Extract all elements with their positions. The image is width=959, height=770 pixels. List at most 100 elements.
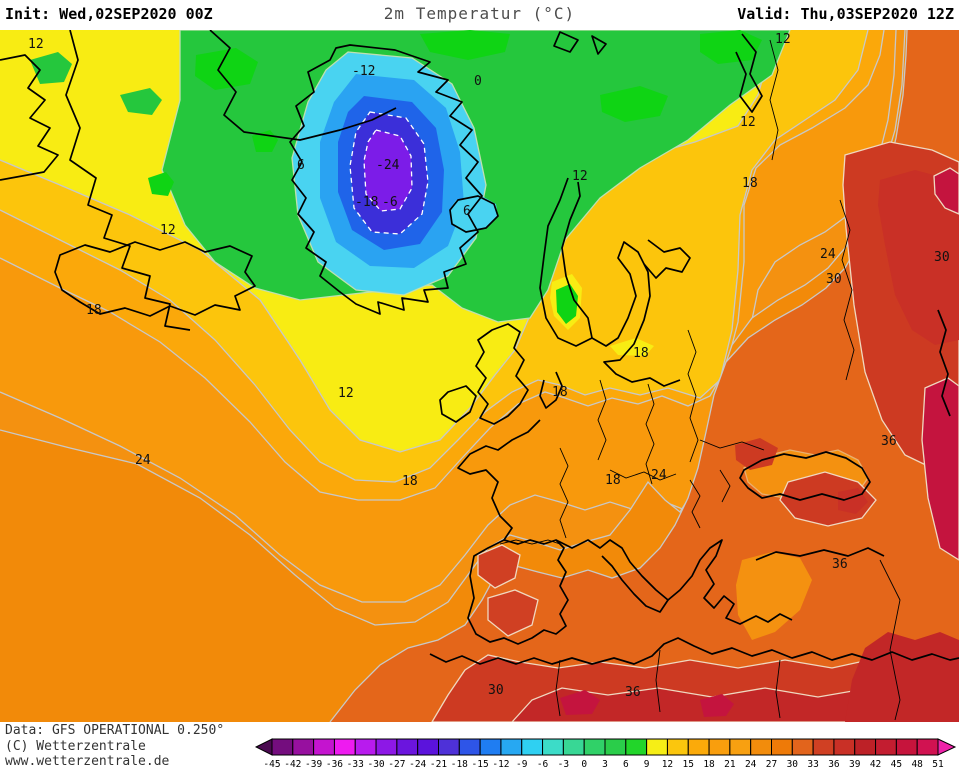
contour-label-20: 36 <box>625 685 641 700</box>
iberia-heat-1 <box>477 544 521 589</box>
coastline-hudson-shore <box>209 30 397 141</box>
contour-label-25: -12 <box>352 64 375 79</box>
green-patch-3 <box>600 86 668 122</box>
legend-tick--30: -30 <box>367 759 384 770</box>
page-title: 2m Temperatur (°C) <box>383 4 576 23</box>
legend-tick-51: 51 <box>932 759 944 770</box>
legend-tick--45: -45 <box>263 759 280 770</box>
legend-segment--3 <box>562 738 585 756</box>
border-line-12 <box>655 649 661 713</box>
coastline-svalbard-2 <box>591 35 607 55</box>
contour-label-1: 12 <box>160 223 176 238</box>
contour-label-14: 24 <box>820 247 836 262</box>
legend-tick--9: -9 <box>516 759 528 770</box>
legend-tick-9: 9 <box>644 759 650 770</box>
legend-segment--39 <box>313 738 335 756</box>
legend-tick-27: 27 <box>766 759 777 770</box>
temperature-map: 12 12 12 12 12 12 18 18 18 18 18 18 24 24 24 30 30 30 36 36… <box>0 30 959 723</box>
coastline-novaya-zemlya <box>735 33 763 113</box>
credits-block: Data: GFS OPERATIONAL 0.250° (C) Wetterz… <box>5 723 224 770</box>
legend-segment--36 <box>333 738 356 756</box>
legend-segment-6 <box>625 738 648 756</box>
green-patch-2 <box>420 30 510 60</box>
sahara-crimson-1 <box>560 690 600 715</box>
contour-label-18: 36 <box>881 434 897 449</box>
aegean-cool <box>736 552 812 640</box>
green-patch-5 <box>148 172 174 196</box>
legend-tick-45: 45 <box>891 759 902 770</box>
legend-tick-12: 12 <box>662 759 673 770</box>
contour-label-16: 30 <box>934 250 950 265</box>
coastline-norway-coast <box>539 177 593 347</box>
right-edge-crimson <box>921 377 959 561</box>
coastline-baffin-inlets <box>0 54 59 181</box>
legend-arrow-left <box>255 738 273 756</box>
legend-tick-15: 15 <box>683 759 694 770</box>
border-line-0 <box>499 539 561 545</box>
legend-tick-0: 0 <box>581 759 587 770</box>
legend-segment--21 <box>438 738 460 756</box>
coastline-caspian-edge <box>937 309 951 417</box>
legend-segment-18 <box>708 738 731 756</box>
legend-segment-21 <box>729 738 752 756</box>
valid-time-label: Valid: Thu,03SEP2020 12Z <box>737 5 954 23</box>
legend-tick--27: -27 <box>388 759 405 770</box>
legend-tick--39: -39 <box>305 759 322 770</box>
legend-tick--12: -12 <box>492 759 509 770</box>
legend-segment--27 <box>396 738 419 756</box>
legend-tick-3: 3 <box>602 759 608 770</box>
contour-label-17: 30 <box>488 683 504 698</box>
contour-label-23: 0 <box>474 74 482 89</box>
contour-label-5: 12 <box>775 32 791 47</box>
legend-tick-24: 24 <box>745 759 757 770</box>
legend-tick-36: 36 <box>828 759 840 770</box>
contour-label-3: 12 <box>572 169 588 184</box>
legend-segment-33 <box>812 738 835 756</box>
contour-label-24: -6 <box>382 195 398 210</box>
green-patch-1 <box>195 48 258 90</box>
init-time-label: Init: Wed,02SEP2020 00Z <box>5 5 213 23</box>
border-line-9 <box>769 39 779 161</box>
band-15-18-contour <box>0 30 869 483</box>
band-27-30 <box>330 30 959 722</box>
coastline-north-africa-coast <box>429 637 959 665</box>
legend-segment--33 <box>354 738 377 756</box>
contour-label-15: 30 <box>826 272 842 287</box>
coastline-ireland <box>439 385 477 423</box>
band-18-21-contour <box>0 30 885 501</box>
border-line-5 <box>609 469 677 481</box>
green-patch-nw1 <box>30 52 72 84</box>
legend-segment-48 <box>916 738 939 756</box>
coastline-greenland-outline <box>289 44 483 315</box>
legend-segment--30 <box>375 738 398 756</box>
legend-segment-45 <box>895 738 918 756</box>
contour-label-0: 12 <box>28 37 44 52</box>
border-line-1 <box>559 447 569 539</box>
legend-tick--15: -15 <box>472 759 489 770</box>
legend-segment-9 <box>646 738 668 756</box>
coastline-great-britain <box>475 323 529 425</box>
legend-tick--6: -6 <box>537 759 549 770</box>
coastline-labrador-coast <box>65 30 191 331</box>
legend-segment--24 <box>417 738 439 756</box>
coastline-denmark <box>539 371 563 409</box>
balkan-heat-spot <box>735 438 778 470</box>
data-source-label: Data: GFS OPERATIONAL 0.250° <box>5 723 225 738</box>
border-line-2 <box>597 379 607 461</box>
legend-tick--33: -33 <box>347 759 364 770</box>
coastline-svalbard-1 <box>553 31 579 53</box>
map-footer: Data: GFS OPERATIONAL 0.250° (C) Wetterz… <box>0 722 959 770</box>
contour-label-13: 24 <box>651 468 667 483</box>
coastline-iceland-outline <box>449 195 499 233</box>
ne-heat-33 <box>878 170 959 345</box>
contour-label-10: 18 <box>742 176 758 191</box>
legend-tick-42: 42 <box>870 759 881 770</box>
legend-tick-48: 48 <box>911 759 923 770</box>
border-line-13 <box>775 659 781 719</box>
legend-segment--6 <box>542 738 564 756</box>
legend-tick-33: 33 <box>807 759 818 770</box>
legend-tick--18: -18 <box>451 759 468 770</box>
legend-tick-18: 18 <box>703 759 715 770</box>
ne-corner-crimson <box>933 167 959 215</box>
